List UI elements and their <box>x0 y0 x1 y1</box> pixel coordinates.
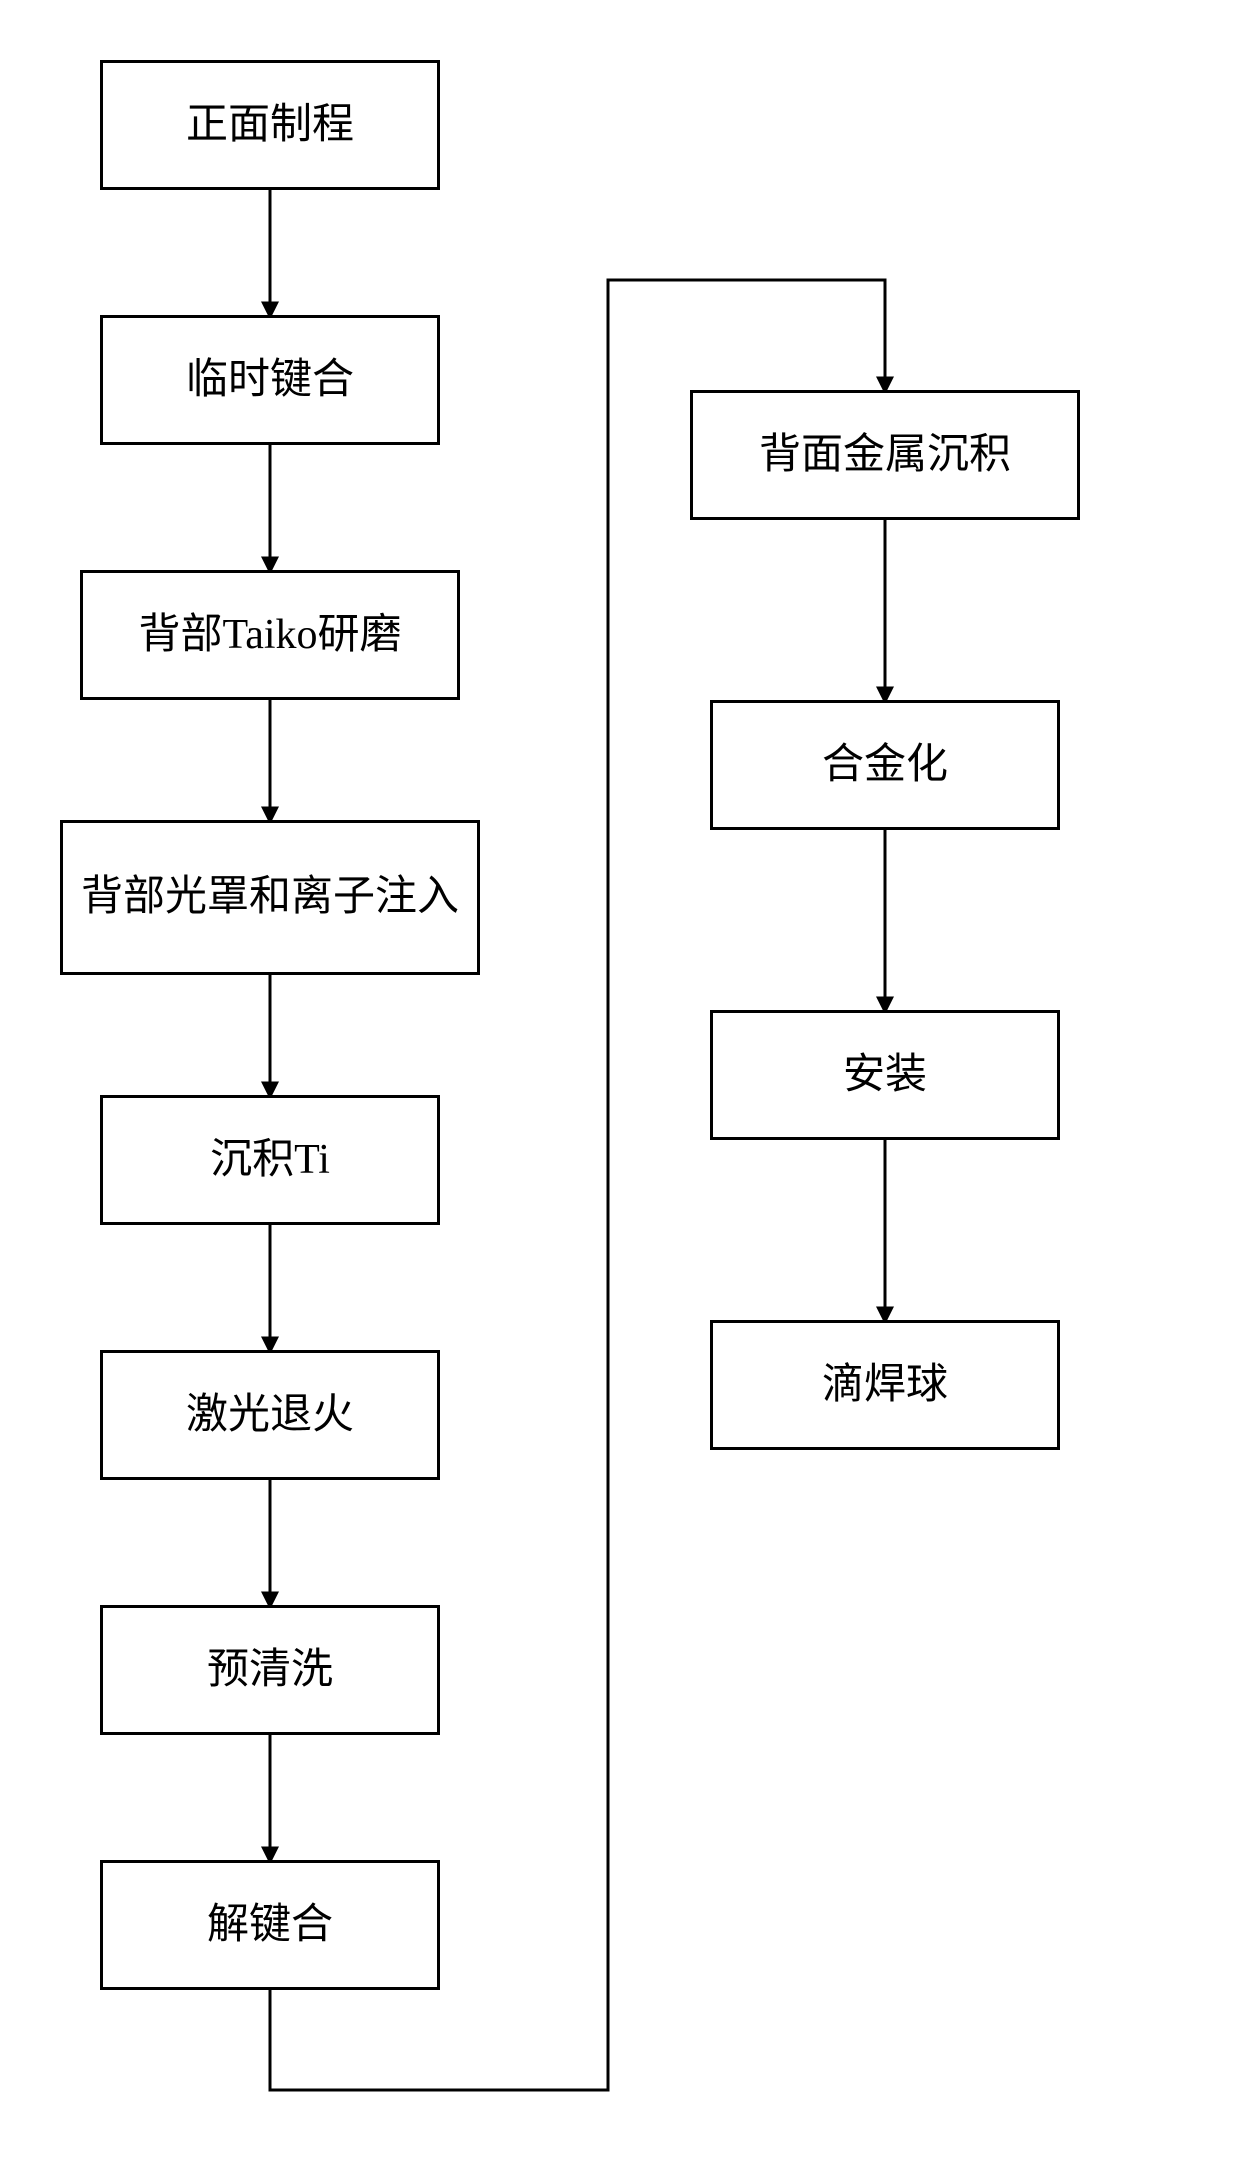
flow-node-n9: 背面金属沉积 <box>690 390 1080 520</box>
flow-node-n2: 临时键合 <box>100 315 440 445</box>
flow-node-n3: 背部Taiko研磨 <box>80 570 460 700</box>
flow-node-n10: 合金化 <box>710 700 1060 830</box>
flow-node-n11: 安装 <box>710 1010 1060 1140</box>
flow-node-label: 激光退火 <box>186 1388 354 1443</box>
flow-node-n1: 正面制程 <box>100 60 440 190</box>
flow-node-label: 合金化 <box>822 738 948 793</box>
flow-node-label: 临时键合 <box>186 353 354 408</box>
flow-node-label: 正面制程 <box>186 98 354 153</box>
flow-node-label: 背面金属沉积 <box>759 428 1011 483</box>
flow-node-label: 沉积Ti <box>210 1133 330 1188</box>
flow-node-label: 滴焊球 <box>822 1358 948 1413</box>
flow-node-n7: 预清洗 <box>100 1605 440 1735</box>
flow-node-n4: 背部光罩和离子注入 <box>60 820 480 975</box>
flow-node-label: 安装 <box>843 1048 927 1103</box>
flow-node-label: 背部光罩和离子注入 <box>81 870 459 925</box>
flow-node-label: 解键合 <box>207 1898 333 1953</box>
flow-node-label: 预清洗 <box>207 1643 333 1698</box>
flow-node-n12: 滴焊球 <box>710 1320 1060 1450</box>
flowchart-container: 正面制程临时键合背部Taiko研磨背部光罩和离子注入沉积Ti 激光退火预清洗解键合… <box>0 0 1240 2170</box>
flow-node-n6: 激光退火 <box>100 1350 440 1480</box>
flow-node-n5: 沉积Ti <box>100 1095 440 1225</box>
flow-node-label: 背部Taiko研磨 <box>138 608 401 663</box>
flow-node-n8: 解键合 <box>100 1860 440 1990</box>
